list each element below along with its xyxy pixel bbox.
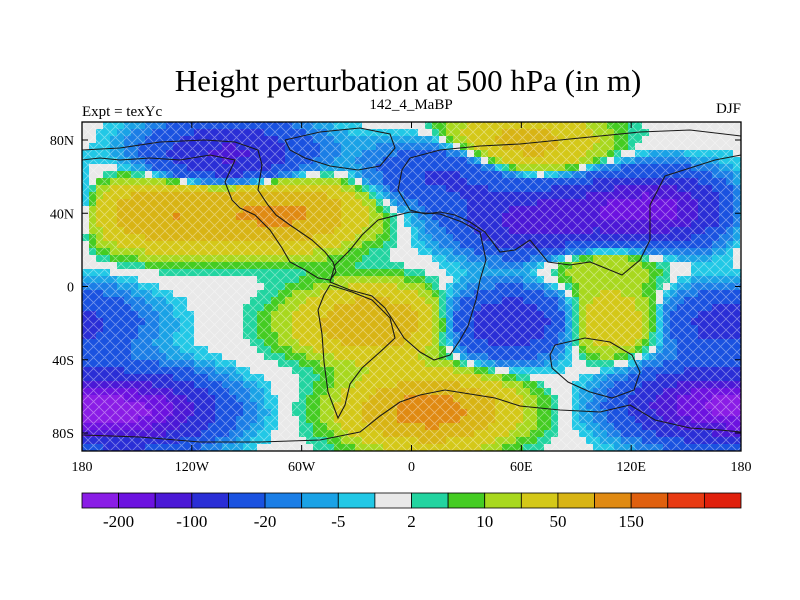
colorbar-swatch bbox=[374, 492, 412, 509]
coast-australia bbox=[549, 337, 641, 399]
hatch-overlay bbox=[82, 122, 741, 451]
colorbar-swatch bbox=[447, 492, 486, 509]
colorbar-swatch bbox=[703, 492, 742, 509]
colorbar-label: -5 bbox=[331, 512, 345, 531]
colorbar-swatch bbox=[154, 492, 193, 509]
colorbar-swatch bbox=[301, 492, 339, 509]
colorbar-label: 50 bbox=[549, 512, 566, 531]
x-tick-label: 120W bbox=[175, 460, 210, 475]
coast-north-america bbox=[82, 139, 337, 281]
x-tick-label: 0 bbox=[408, 460, 415, 475]
colorbar-label: -20 bbox=[254, 512, 277, 531]
colorbar-swatch bbox=[337, 492, 376, 509]
colorbar-swatch bbox=[630, 492, 669, 509]
case-label: 142_4_MaBP bbox=[369, 97, 452, 113]
coast-antarctica bbox=[82, 389, 741, 443]
plot-area bbox=[82, 122, 741, 451]
y-tick-label: 40S bbox=[52, 354, 74, 369]
colorbar-swatch bbox=[411, 492, 449, 509]
season-label: DJF bbox=[716, 101, 741, 117]
colorbar-label: 150 bbox=[618, 512, 644, 531]
coast-greenland bbox=[284, 127, 396, 171]
x-tick-label: 180 bbox=[72, 460, 93, 475]
axes: 180 120W 60W 0 60E 120E 180 80N 40N 0 40S 80S bbox=[50, 122, 752, 475]
y-tick-label: 80S bbox=[52, 427, 74, 442]
coast-eurasia bbox=[397, 129, 741, 276]
colorbar-swatch bbox=[484, 492, 522, 509]
colorbar-swatch bbox=[520, 492, 559, 509]
colorbar-label: 10 bbox=[476, 512, 493, 531]
x-tick-label: 180 bbox=[731, 460, 752, 475]
experiment-label: Expt = texYc bbox=[82, 104, 162, 120]
x-tick-label: 60W bbox=[288, 460, 316, 475]
y-tick-label: 80N bbox=[50, 134, 74, 149]
coastlines bbox=[82, 127, 741, 443]
colorbar-label: 2 bbox=[407, 512, 416, 531]
colorbar-swatch bbox=[81, 492, 120, 509]
x-tick-label: 60E bbox=[510, 460, 533, 475]
colorbar-swatch bbox=[118, 492, 156, 509]
colorbar-swatch bbox=[228, 492, 266, 509]
colorbar-swatch bbox=[264, 492, 303, 509]
colorbar-swatch bbox=[594, 492, 632, 509]
colorbar-label: -200 bbox=[103, 512, 134, 531]
x-tick-label: 120E bbox=[616, 460, 646, 475]
y-tick-label: 40N bbox=[50, 207, 74, 222]
colorbar-swatch bbox=[667, 492, 705, 509]
colorbar-swatch bbox=[557, 492, 595, 509]
coast-south-america bbox=[317, 284, 396, 420]
colorbar-swatch bbox=[191, 492, 229, 509]
colorbar-label: -100 bbox=[176, 512, 207, 531]
plot-title: Height perturbation at 500 hPa (in m) bbox=[175, 63, 642, 98]
coast-africa bbox=[329, 211, 487, 361]
colorbar: -200 -100 -20 -5 2 10 50 150 bbox=[81, 492, 742, 531]
y-tick-label: 0 bbox=[67, 281, 74, 296]
